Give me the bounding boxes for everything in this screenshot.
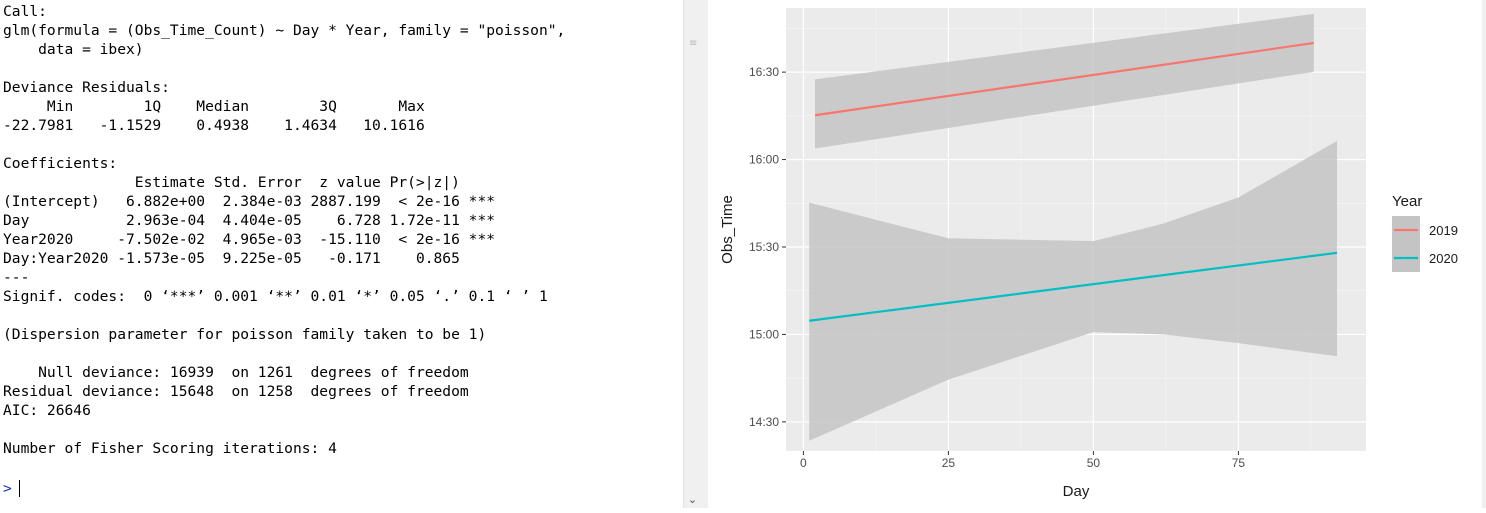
y-tick-label: 15:30 [749,240,779,254]
chevron-down-icon[interactable]: ⌄ [687,493,698,506]
window-edge [1482,0,1486,508]
console-line: Residual deviance: 15648 on 1258 degrees… [3,383,469,400]
text-cursor [18,479,20,497]
console-line: Year2020 -7.502e-02 4.965e-03 -15.110 < … [3,231,496,248]
console-line: data = ibex) [3,41,144,58]
x-tick-label: 0 [800,456,807,470]
console-line: Number of Fisher Scoring iterations: 4 [3,440,337,457]
console-line: glm(formula = (Obs_Time_Count) ~ Day * Y… [3,22,566,39]
y-axis-title: Obs_Time [719,195,736,264]
console-line [3,344,683,363]
console-prompt: > [3,479,12,497]
x-tick-label: 50 [1087,456,1101,470]
console-line: Signif. codes: 0 ‘***’ 0.001 ‘**’ 0.01 ‘… [3,288,548,305]
console-line [3,135,683,154]
y-tick-label: 15:00 [749,327,779,341]
console-output: Call: glm(formula = (Obs_Time_Count) ~ Da… [0,0,683,458]
console-line [3,420,683,439]
legend-title: Year [1392,193,1422,210]
console-line: --- [3,269,30,286]
ggplot-chart: 0 25 50 75 14:30 15:00 15:30 16:00 16:30 Day Obs_T… [719,8,1458,500]
console-line: Estimate Std. Error z value Pr(>|z|) [3,174,460,191]
console-line: Coefficients: [3,155,118,172]
y-tick-label: 16:30 [749,65,779,79]
plot-viewer: 0 25 50 75 14:30 15:00 15:30 16:00 16:30 Day Obs_T… [708,0,1482,508]
confidence-ribbon-2020 [809,140,1337,441]
console-line: Null deviance: 16939 on 1261 degrees of … [3,364,469,381]
x-axis-title: Day [1063,483,1090,500]
console-line: Deviance Residuals: [3,79,170,96]
console-scrollbar[interactable]: ≡ ⌄ [683,0,701,508]
y-tick-label: 14:30 [749,415,779,429]
fit-line-2020 [809,251,1338,322]
legend-label-2020: 2020 [1429,251,1458,266]
r-console: Call: glm(formula = (Obs_Time_Count) ~ Da… [0,0,683,508]
console-prompt-line[interactable]: > [3,478,20,498]
console-line: Day:Year2020 -1.573e-05 9.225e-05 -0.171… [3,250,460,267]
x-tick-label: 25 [942,456,956,470]
console-line: AIC: 26646 [3,402,91,419]
console-line: (Intercept) 6.882e+00 2.384e-03 2887.199… [3,193,496,210]
fit-line-2019 [814,41,1314,117]
console-line: (Dispersion parameter for poisson family… [3,326,487,343]
y-tick-label: 16:00 [749,153,779,167]
legend: Year 2019 2020 [1392,193,1458,272]
console-line: Min 1Q Median 3Q Max [3,98,425,115]
console-line: Call: [3,3,47,20]
console-line: Day 2.963e-04 4.404e-05 6.728 1.72e-11 *… [3,212,496,229]
confidence-ribbon-2019 [815,13,1314,149]
console-line [3,306,683,325]
pane-splitter[interactable] [700,0,708,508]
console-line: -22.7981 -1.1529 0.4938 1.4634 10.1616 [3,117,425,134]
splitter-grip-icon: ≡ [689,38,698,49]
legend-label-2019: 2019 [1429,223,1458,238]
x-tick-label: 75 [1232,456,1246,470]
console-line [3,59,683,78]
